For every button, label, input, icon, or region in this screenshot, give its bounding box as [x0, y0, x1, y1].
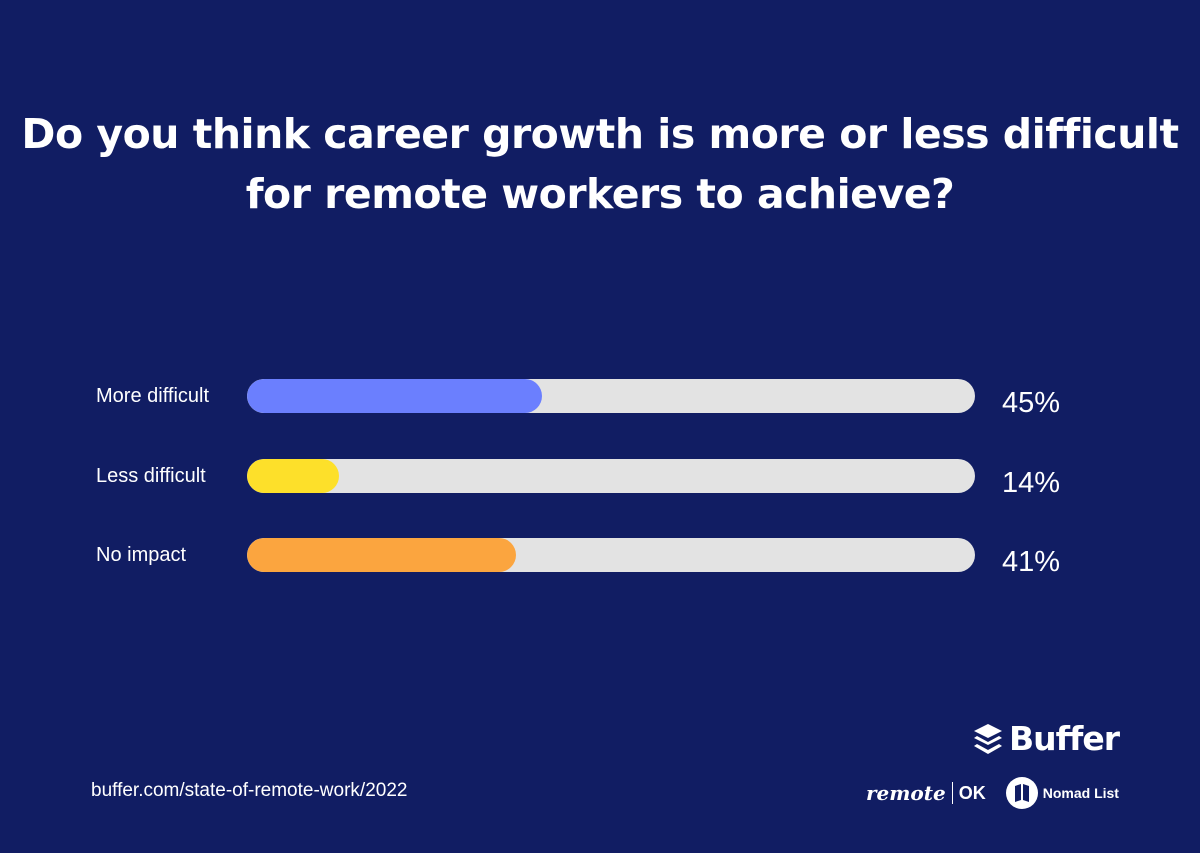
buffer-layers-icon: [974, 723, 1002, 754]
value-label: 41%: [1002, 546, 1061, 578]
bar-fill: [247, 379, 542, 413]
value-label: 14%: [1002, 467, 1061, 499]
remote-ok-logo-text: remote: [866, 781, 946, 805]
nomad-list-wordmark: Nomad List: [1042, 785, 1119, 801]
bar-row: More difficult 45%: [0, 379, 1200, 419]
bar-row: No impact 41%: [0, 538, 1200, 578]
category-label: Less difficult: [96, 465, 206, 487]
category-label: No impact: [96, 544, 187, 566]
buffer-wordmark: Buffer: [1009, 719, 1120, 758]
bar-fill: [247, 538, 516, 572]
remote-ok-logo-ok: OK: [958, 782, 986, 803]
bar-fill: [247, 459, 339, 493]
bar-track: [247, 538, 975, 572]
category-label: More difficult: [96, 385, 210, 407]
nomad-list-logo: Nomad List: [1005, 777, 1119, 809]
bar-row: Less difficult 14%: [0, 459, 1200, 499]
divider: [951, 782, 953, 804]
chart-title: Do you think career growth is more or le…: [21, 110, 1179, 218]
nomad-list-icon: [1005, 777, 1038, 809]
source-url: buffer.com/state-of-remote-work/2022: [91, 780, 408, 801]
value-label: 45%: [1002, 387, 1061, 419]
bar-track: [247, 459, 975, 493]
bar-track: [247, 379, 975, 413]
buffer-logo: Buffer: [973, 719, 1120, 758]
partner-logos: remote OK Nomad List: [866, 777, 1119, 809]
